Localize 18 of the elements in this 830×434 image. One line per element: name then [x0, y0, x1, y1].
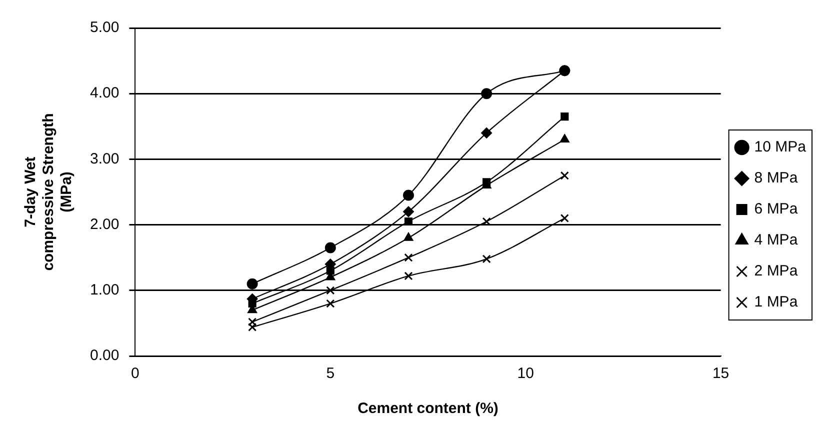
legend-label: 2 MPa — [754, 262, 798, 280]
x-tick-label: 15 — [712, 365, 730, 382]
x-tick-label: 10 — [517, 365, 534, 382]
x-tick-label: 0 — [131, 365, 140, 382]
legend-label: 1 MPa — [754, 294, 798, 311]
legend-label: 4 MPa — [754, 232, 798, 249]
y-tick-label: 4.00 — [90, 84, 120, 102]
y-tick-label: 0.00 — [90, 347, 120, 364]
x-tick-label: 5 — [326, 365, 335, 382]
legend-label: 10 MPa — [754, 138, 807, 156]
y-tick-label: 5.00 — [90, 19, 120, 36]
legend-label: 8 MPa — [754, 170, 798, 187]
y-tick-label: 2.00 — [90, 216, 120, 233]
y-tick-label: 1.00 — [90, 282, 120, 299]
legend-label: 6 MPa — [754, 200, 798, 218]
y-axis-title: 7-day Wet compressive Strength (MPa) — [22, 113, 76, 271]
y-tick-label: 3.00 — [90, 150, 120, 168]
x-axis-title: Cement content (%) — [358, 400, 498, 418]
